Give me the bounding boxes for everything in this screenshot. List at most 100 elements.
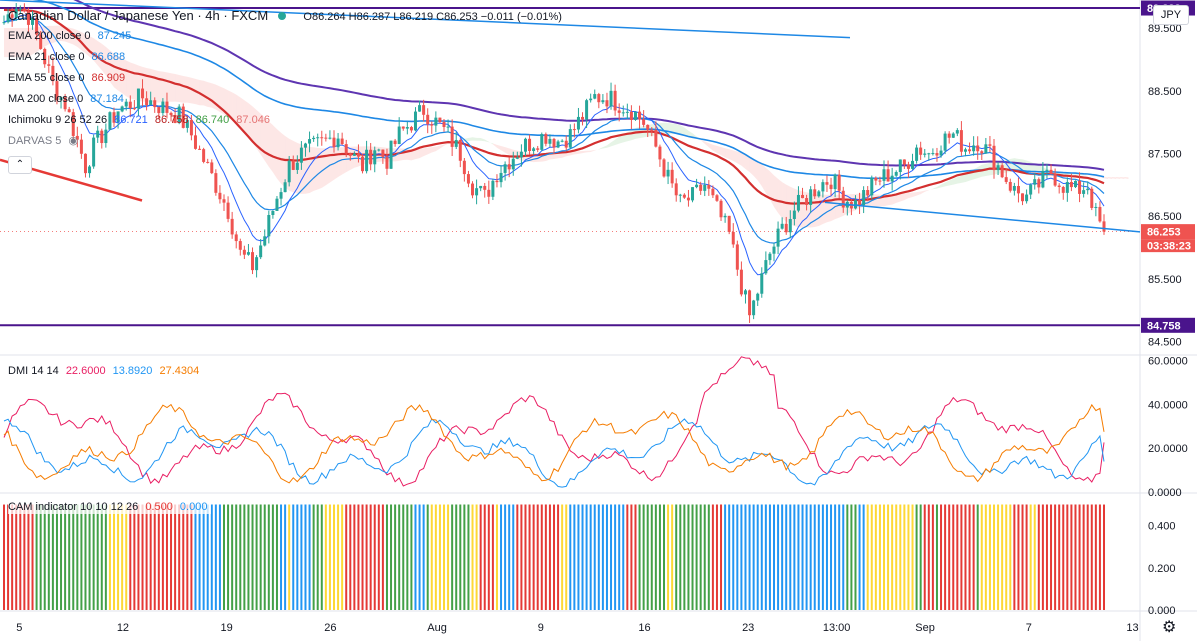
time-tick: 13:00 <box>823 622 851 634</box>
candle-body <box>776 228 780 247</box>
cloud-segment <box>207 82 212 108</box>
candle-body <box>31 17 35 25</box>
cloud-segment <box>912 192 917 198</box>
candle-body <box>809 189 813 205</box>
cloud-segment <box>941 182 946 188</box>
cloud-segment <box>236 94 241 129</box>
cloud-segment <box>1022 159 1027 172</box>
legend-label: EMA 21 close 0 <box>8 51 85 63</box>
candle-body <box>377 149 381 151</box>
hide-eye-icon[interactable]: ◉ <box>68 135 79 147</box>
legend-dmi[interactable]: DMI 14 14 22.6000 13.8920 27.4304 <box>8 364 203 378</box>
cloud-segment <box>627 130 632 142</box>
candle-body <box>943 133 947 151</box>
cloud-segment <box>1120 177 1125 179</box>
candle-body <box>226 202 230 219</box>
candle-body <box>743 290 747 295</box>
cloud-segment <box>826 194 832 223</box>
candle-body <box>788 219 792 233</box>
cloud-segment <box>765 167 770 200</box>
cloud-segment <box>1112 177 1117 179</box>
candle-body <box>63 97 67 110</box>
candle-body <box>153 100 157 108</box>
candle-body <box>426 114 430 125</box>
candle-body <box>955 130 959 134</box>
cloud-segment <box>745 154 750 173</box>
legend-ema200[interactable]: EMA 200 close 0 87.245 <box>8 29 135 43</box>
legend-ema55[interactable]: EMA 55 close 0 86.909 <box>8 71 129 85</box>
cloud-segment <box>146 67 151 102</box>
candle-body <box>1037 179 1041 188</box>
candle-body <box>442 122 446 128</box>
cloud-segment <box>786 184 791 225</box>
candle-body <box>841 190 845 208</box>
cloud-segment <box>415 148 420 160</box>
price-label-box <box>1141 224 1195 240</box>
cloud-segment <box>114 53 119 91</box>
legend-darvas[interactable]: DARVAS 5 ◉ <box>8 134 82 148</box>
candle-body <box>340 138 344 145</box>
candle-body <box>768 253 772 261</box>
candle-body <box>801 194 805 199</box>
cloud-segment <box>1034 163 1039 173</box>
cloud-segment <box>211 83 216 110</box>
candle-body <box>287 160 291 183</box>
cloud-segment <box>611 139 616 147</box>
gear-icon[interactable]: ⚙ <box>1162 619 1177 636</box>
candle-body <box>1094 206 1098 208</box>
cloud-segment <box>228 90 233 121</box>
candle-body <box>267 215 271 237</box>
candle-body <box>389 140 393 169</box>
cloud-segment <box>431 146 436 153</box>
candle-body <box>593 94 597 99</box>
candle-body <box>458 139 462 161</box>
legend-label: Ichimoku 9 26 52 26 <box>8 114 108 126</box>
legend-ma200[interactable]: MA 200 close 0 87.184 <box>8 92 128 106</box>
candle-body <box>597 94 601 103</box>
time-tick: 26 <box>324 622 336 634</box>
cloud-segment <box>761 164 766 194</box>
candle-body <box>695 184 699 188</box>
candle-body <box>898 159 902 173</box>
candle-body <box>528 138 532 152</box>
currency-button[interactable]: JPY <box>1153 5 1189 25</box>
legend-cam[interactable]: CAM indicator 10 10 12 26 0.500 0.000 <box>8 500 212 514</box>
candle-body <box>674 183 678 196</box>
cam-pane <box>3 504 1105 610</box>
candle-body <box>646 124 650 130</box>
legend-ema21[interactable]: EMA 21 close 0 86.688 <box>8 50 129 64</box>
candle-body <box>491 180 495 197</box>
cloud-segment <box>179 74 184 103</box>
cloud-segment <box>586 150 591 153</box>
candle-body <box>173 115 177 124</box>
candle-body <box>976 145 980 152</box>
legend-ichimoku[interactable]: Ichimoku 9 26 52 26 86.721 86.758 86.740… <box>8 113 274 127</box>
cloud-segment <box>224 88 229 118</box>
candle-body <box>870 177 874 196</box>
candle-body <box>552 138 556 148</box>
cloud-segment <box>814 194 819 227</box>
cloud-segment <box>708 143 713 151</box>
candle-body <box>670 169 674 184</box>
cloud-segment <box>757 161 762 187</box>
candle-body <box>291 160 295 170</box>
cloud-segment <box>175 74 180 103</box>
candle-body <box>621 112 625 114</box>
candle-body <box>59 97 63 101</box>
candle-body <box>963 149 967 152</box>
cloud-segment <box>924 189 929 192</box>
candle-body <box>633 111 637 120</box>
cloud-segment <box>676 123 681 135</box>
legend-label: DARVAS 5 <box>8 135 62 147</box>
candle-body <box>540 134 544 150</box>
candle-body <box>71 112 75 136</box>
candle-body <box>47 64 51 66</box>
candle-body <box>703 184 707 191</box>
cloud-segment <box>476 137 481 141</box>
candle-body <box>862 190 866 206</box>
candle-body <box>1021 193 1025 202</box>
candle-body <box>471 183 475 196</box>
collapse-legend-button[interactable]: ⌃ <box>8 156 32 174</box>
cam-tick: 0.400 <box>1148 521 1176 533</box>
